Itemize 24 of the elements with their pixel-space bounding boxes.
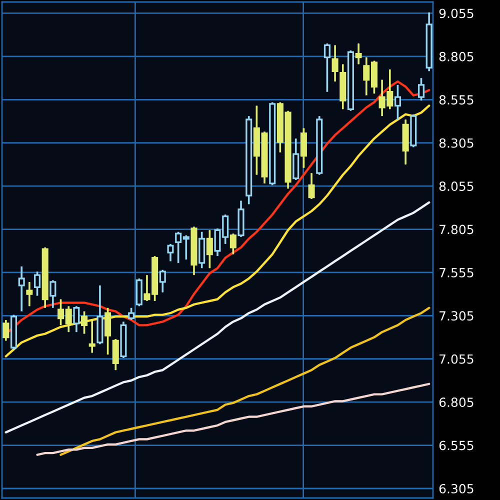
candlestick: [355, 42, 362, 66]
line-series: [36, 382, 430, 456]
line-series: [4, 201, 430, 434]
candlestick: [18, 266, 25, 312]
candlestick: [332, 44, 338, 82]
candlestick: [394, 84, 401, 120]
y-tick-label: 7.805: [440, 224, 474, 234]
candlestick: [26, 281, 33, 308]
y-tick-label: 8.305: [439, 138, 474, 148]
candlestick: [88, 319, 96, 354]
y-tick-label: 9.055: [439, 8, 474, 18]
candlestick: [340, 63, 346, 110]
y-tick-label: 7.055: [440, 354, 474, 364]
y-tick-label: 7.305: [440, 311, 474, 321]
y-tick-label: 8.555: [439, 95, 474, 105]
y-tick-label: 6.305: [439, 484, 474, 494]
y-tick-label: 6.805: [439, 398, 474, 408]
y-tick-label: 7.555: [440, 268, 474, 278]
line-series: [60, 306, 430, 456]
y-tick-label: 8.055: [439, 182, 474, 191]
candlestick: [402, 118, 409, 166]
y-tick-label: 6.555: [439, 440, 474, 450]
y-tick-label: 8.805: [439, 52, 474, 62]
line-series: [4, 104, 430, 358]
